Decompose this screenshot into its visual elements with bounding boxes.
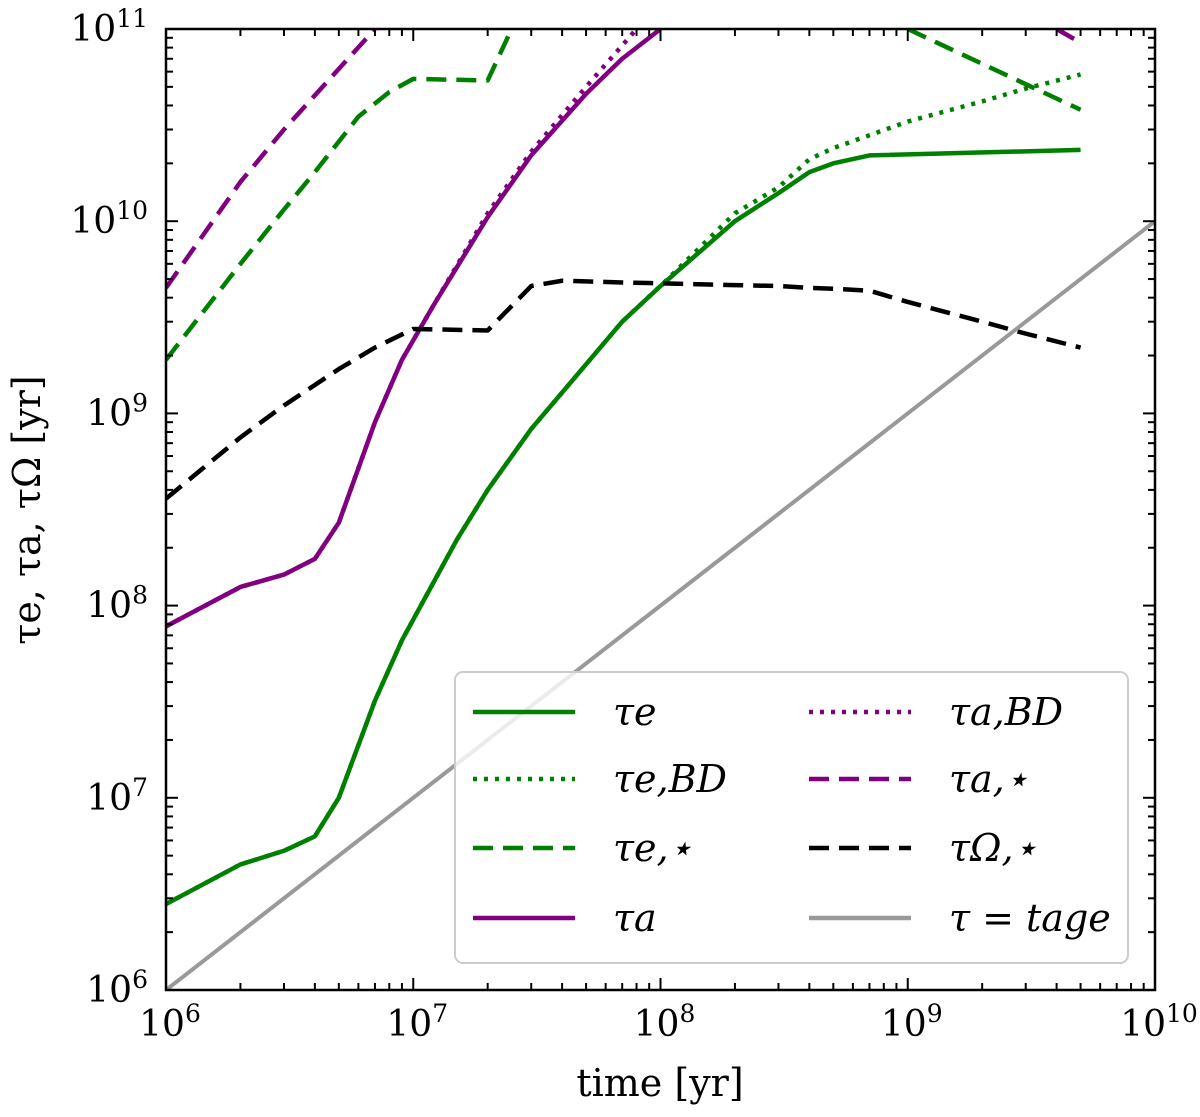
series-layer xyxy=(166,29,1155,990)
series-line-6 xyxy=(166,278,1082,501)
x-axis-label: time [yr] xyxy=(576,1061,743,1105)
x-tick-exponent: 7 xyxy=(432,999,448,1028)
y-tick-base: 10 xyxy=(70,9,116,50)
y-tick-label: 1011 xyxy=(70,4,148,50)
plot-frame xyxy=(164,27,1157,992)
series-line-2 xyxy=(166,29,514,362)
series-line-5-b xyxy=(1055,29,1082,45)
y-tick-exponent: 7 xyxy=(132,773,148,802)
legend-label-3: τa xyxy=(613,896,657,940)
x-tick-label: 108 xyxy=(634,999,696,1045)
y-tick-label: 106 xyxy=(86,965,148,1011)
y-tick-base: 10 xyxy=(86,778,132,819)
series-line-7 xyxy=(166,219,1155,990)
x-tick-label: 1010 xyxy=(1120,999,1198,1045)
legend-label-5: τa,⋆ xyxy=(949,757,1029,801)
series-line-2-b xyxy=(906,29,1082,112)
y-tick-exponent: 8 xyxy=(132,581,148,610)
x-tick-label: 109 xyxy=(881,999,943,1045)
y-tick-exponent: 11 xyxy=(116,4,148,33)
y-tick-exponent: 9 xyxy=(132,388,148,417)
x-tick-base: 10 xyxy=(1120,1004,1166,1045)
y-tick-exponent: 6 xyxy=(132,965,148,994)
y-tick-base: 10 xyxy=(86,586,132,627)
x-tick-label: 106 xyxy=(139,999,201,1045)
x-tick-label: 107 xyxy=(386,999,448,1045)
y-tick-label: 109 xyxy=(86,388,148,434)
legend-label-7: τ = tage xyxy=(949,896,1111,940)
legend: τe τe,BD τe,⋆ τa τa,BD τa,⋆ τΩ,⋆ τ = tage xyxy=(454,671,1129,964)
y-tick-label: 1010 xyxy=(70,196,148,242)
y-axis-label: τe, τa, τΩ [yr] xyxy=(5,375,49,644)
y-tick-label: 107 xyxy=(86,773,148,819)
x-tick-base: 10 xyxy=(881,1004,927,1045)
legend-label-4: τa,BD xyxy=(949,690,1063,734)
x-tick-exponent: 6 xyxy=(185,999,201,1028)
y-tick-base: 10 xyxy=(86,970,132,1011)
y-tick-exponent: 10 xyxy=(116,196,148,225)
x-tick-base: 10 xyxy=(386,1004,432,1045)
legend-label-0: τe xyxy=(613,690,657,734)
legend-box xyxy=(454,671,1129,964)
x-tick-exponent: 8 xyxy=(679,999,695,1028)
series-line-1 xyxy=(166,72,1082,907)
y-tick-label: 108 xyxy=(86,581,148,627)
legend-label-2: τe,⋆ xyxy=(613,826,692,870)
legend-label-6: τΩ,⋆ xyxy=(949,826,1037,870)
legend-label-1: τe,BD xyxy=(613,757,727,801)
series-line-5 xyxy=(166,29,377,290)
y-tick-base: 10 xyxy=(70,201,116,242)
x-tick-base: 10 xyxy=(634,1004,680,1045)
x-tick-exponent: 10 xyxy=(1166,999,1198,1028)
y-tick-base: 10 xyxy=(86,393,132,434)
x-tick-base: 10 xyxy=(139,1004,185,1045)
series-line-4 xyxy=(166,29,639,629)
series-line-3 xyxy=(166,29,662,629)
x-tick-exponent: 9 xyxy=(927,999,943,1028)
